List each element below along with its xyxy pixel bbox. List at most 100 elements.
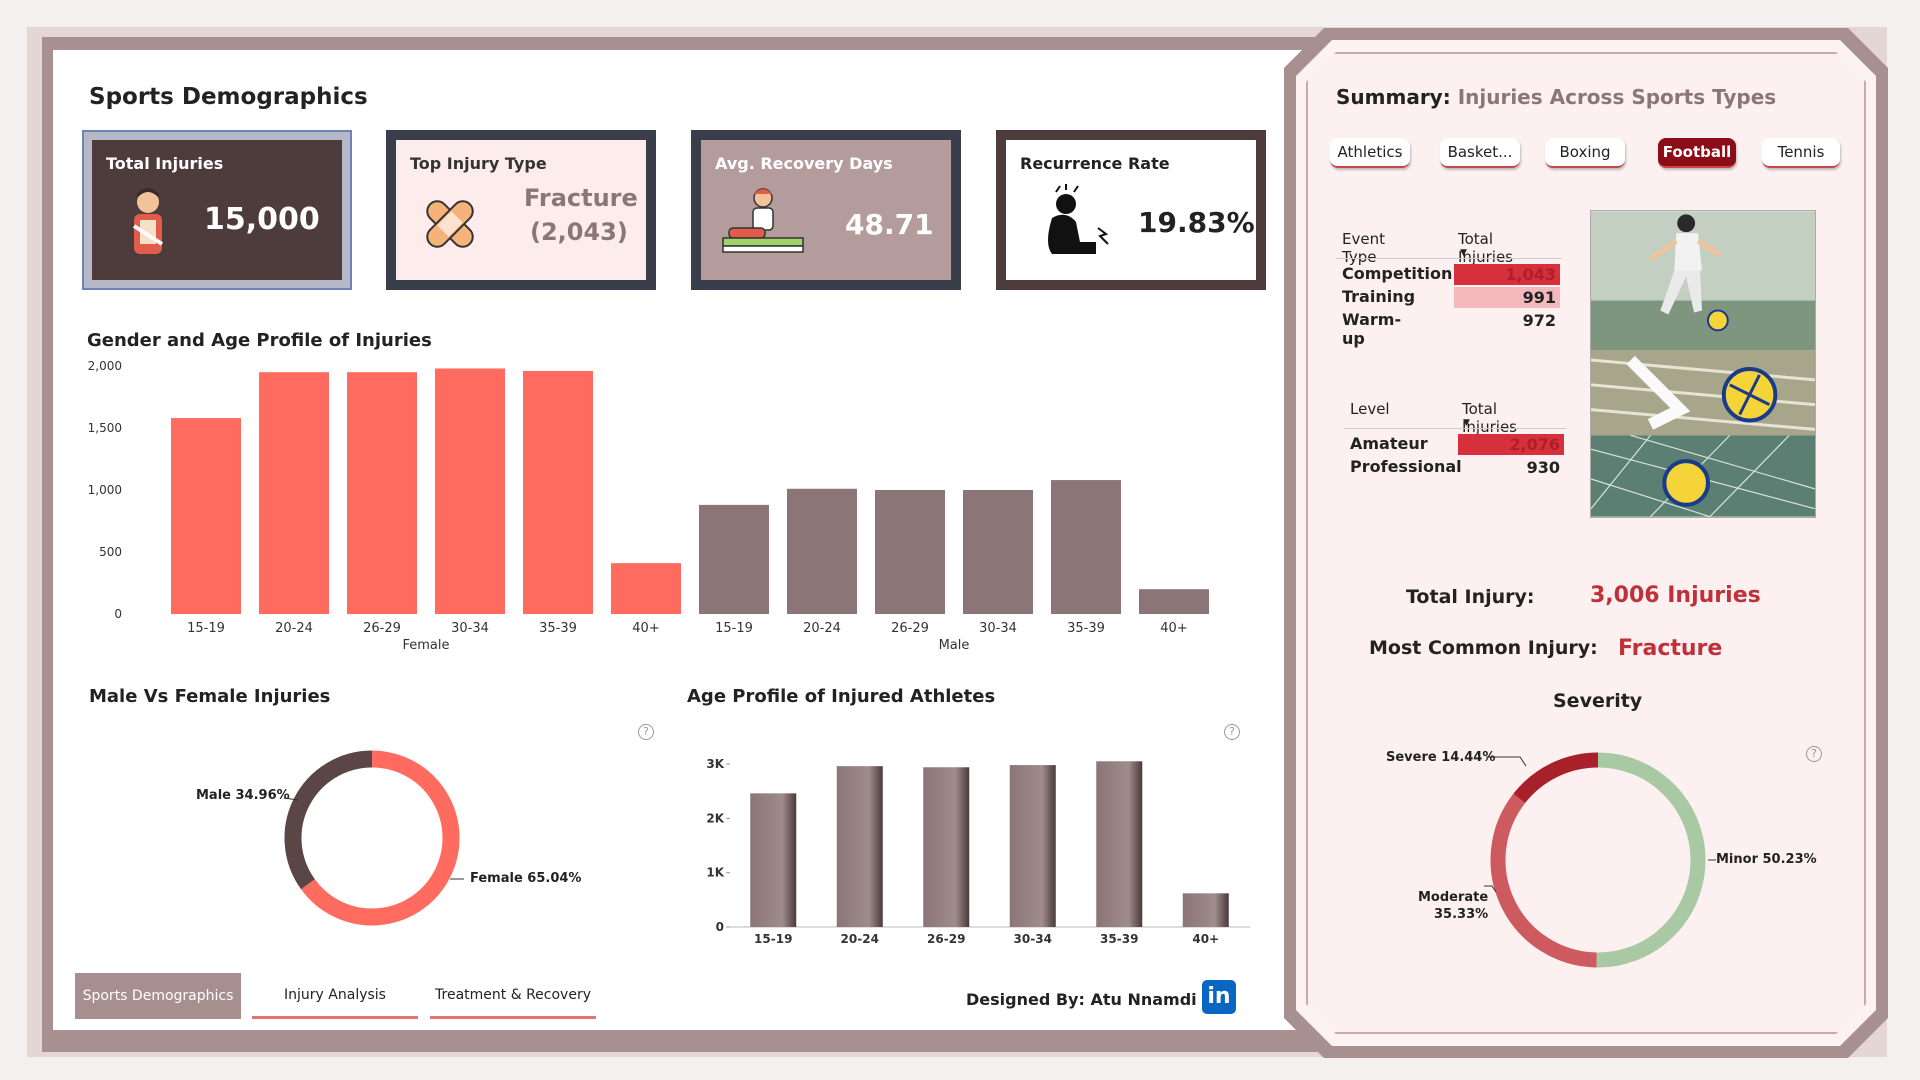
help-icon[interactable]: ? bbox=[1806, 746, 1822, 762]
table-row-label: Amateur bbox=[1350, 434, 1428, 453]
bar-male[interactable] bbox=[875, 490, 945, 614]
kpi-label: Avg. Recovery Days bbox=[715, 154, 893, 173]
male-leader-line bbox=[283, 797, 299, 801]
bar-female[interactable] bbox=[347, 372, 417, 614]
injured-athlete-icon bbox=[132, 188, 164, 254]
bar-male[interactable] bbox=[787, 488, 857, 614]
x-tick-label: 40+ bbox=[1160, 621, 1187, 636]
kpi-recovery[interactable]: Avg. Recovery Days 48.71 bbox=[691, 130, 961, 290]
kpi-recurrence[interactable]: Recurrence Rate 19.83% bbox=[996, 130, 1266, 290]
bar-female[interactable] bbox=[259, 372, 329, 614]
x-tick-label: 40+ bbox=[632, 621, 659, 636]
table-divider bbox=[1344, 428, 1566, 429]
physiotherapy-icon bbox=[722, 188, 804, 253]
x-tick-label: 15-19 bbox=[715, 621, 753, 636]
help-icon[interactable]: ? bbox=[1224, 724, 1240, 740]
y-tick-label: 500 bbox=[99, 545, 122, 559]
kpi-label: Top Injury Type bbox=[410, 154, 547, 173]
bar-male[interactable] bbox=[1051, 480, 1121, 614]
donut-slice-severe[interactable] bbox=[1513, 752, 1599, 804]
y-tick-label: 3K bbox=[706, 757, 724, 771]
x-tick-label: 20-24 bbox=[275, 621, 313, 636]
help-icon[interactable]: ? bbox=[638, 724, 654, 740]
bar-female[interactable] bbox=[523, 370, 593, 614]
kpi-top-injury[interactable]: Top Injury Type Fracture (2,043) bbox=[386, 130, 656, 290]
table-cell: 991 bbox=[1454, 287, 1560, 308]
page-title: Sports Demographics bbox=[89, 84, 368, 110]
bar-male[interactable] bbox=[963, 490, 1033, 614]
designer-credit: Designed By: Atu Nnamdi bbox=[966, 990, 1197, 1009]
minor-slice-label: Minor 50.23% bbox=[1716, 852, 1817, 867]
table-header[interactable]: Total Injuries bbox=[1462, 400, 1517, 436]
gender-age-chart: 2,000 1,500 1,000 500 0 15-19 20-24 26-29 30-34 3… bbox=[88, 359, 1209, 653]
age-bar[interactable] bbox=[1182, 893, 1229, 927]
x-tick-label: 15-19 bbox=[187, 621, 225, 636]
total-injury-value: 3,006 Injuries bbox=[1590, 583, 1761, 608]
table-header[interactable]: Total Injuries bbox=[1458, 230, 1513, 266]
kpi-count: (2,043) bbox=[530, 218, 628, 246]
donut-slice-moderate[interactable] bbox=[1490, 793, 1597, 968]
kpi-total-injuries[interactable]: Total Injuries 15,000 bbox=[82, 130, 352, 290]
tab-sports-demographics[interactable]: Sports Demographics bbox=[75, 973, 241, 1019]
x-tick-label: 30-34 bbox=[451, 621, 489, 636]
group-label: Female bbox=[402, 638, 449, 653]
table-cell: 972 bbox=[1522, 311, 1556, 330]
age-bar[interactable] bbox=[923, 767, 970, 927]
x-tick-label: 35-39 bbox=[1100, 932, 1138, 946]
table-divider bbox=[1336, 258, 1562, 259]
severe-slice-label: Severe 14.44% bbox=[1386, 750, 1496, 765]
age-bar[interactable] bbox=[1009, 765, 1056, 927]
x-tick-label: 15-19 bbox=[754, 932, 792, 946]
age-bar[interactable] bbox=[750, 793, 797, 927]
sport-filter-tennis[interactable]: Tennis bbox=[1762, 138, 1840, 168]
summary-title: Summary: Injuries Across Sports Types bbox=[1336, 85, 1776, 109]
age-chart-title: Age Profile of Injured Athletes bbox=[687, 686, 996, 707]
moderate-leader-line bbox=[1484, 885, 1497, 893]
x-tick-label: 26-29 bbox=[363, 621, 401, 636]
table-header: Event Type bbox=[1342, 230, 1385, 266]
sport-filter-football[interactable]: Football bbox=[1658, 138, 1736, 168]
y-tick-label: 2,000 bbox=[88, 359, 122, 373]
age-bar[interactable] bbox=[836, 766, 883, 927]
donut-slice-female[interactable] bbox=[301, 750, 460, 926]
x-tick-label: 20-24 bbox=[803, 621, 841, 636]
y-tick-label: 1K bbox=[706, 866, 724, 880]
sort-desc-icon[interactable]: ▼ bbox=[1463, 418, 1470, 428]
male-slice-label: Male 34.96% bbox=[196, 788, 290, 803]
bar-female[interactable] bbox=[171, 418, 241, 614]
donut-slice-minor[interactable] bbox=[1596, 752, 1706, 968]
age-profile-chart: 3K 2K 1K 0 15-19 20-24 26-29 30-34 35-39 40+ bbox=[706, 757, 1250, 946]
x-tick-label: 26-29 bbox=[927, 932, 965, 946]
age-bar[interactable] bbox=[1096, 761, 1143, 927]
kpi-value: 19.83% bbox=[1138, 206, 1255, 239]
tab-treatment-recovery[interactable]: Treatment & Recovery bbox=[430, 973, 596, 1019]
kpi-value: Fracture bbox=[524, 184, 638, 212]
pain-person-icon bbox=[1048, 184, 1109, 254]
donut-slice-male[interactable] bbox=[284, 750, 373, 890]
x-tick-label: 35-39 bbox=[1067, 621, 1105, 636]
football-player-image bbox=[1590, 210, 1816, 518]
bar-male[interactable] bbox=[1139, 589, 1209, 614]
gender-donut-title: Male Vs Female Injuries bbox=[89, 686, 331, 707]
sort-desc-icon[interactable]: ▼ bbox=[1460, 248, 1467, 258]
severe-leader-line bbox=[1486, 756, 1527, 767]
bar-male[interactable] bbox=[699, 504, 769, 614]
linkedin-icon[interactable]: in bbox=[1202, 980, 1236, 1014]
kpi-label: Total Injuries bbox=[106, 154, 224, 173]
tab-injury-analysis[interactable]: Injury Analysis bbox=[252, 973, 418, 1019]
sport-filter-basketball[interactable]: Basket... bbox=[1440, 138, 1520, 168]
bar-female[interactable] bbox=[435, 368, 505, 614]
kpi-label: Recurrence Rate bbox=[1020, 154, 1170, 173]
sport-filter-athletics[interactable]: Athletics bbox=[1330, 138, 1410, 168]
sport-filter-boxing[interactable]: Boxing bbox=[1545, 138, 1625, 168]
x-tick-label: 20-24 bbox=[841, 932, 879, 946]
severity-title: Severity bbox=[1553, 690, 1643, 712]
x-tick-label: 40+ bbox=[1192, 932, 1219, 946]
bar-female[interactable] bbox=[611, 563, 681, 614]
common-injury-value: Fracture bbox=[1618, 636, 1723, 661]
table-row-label: Professional bbox=[1350, 457, 1462, 476]
gender-age-chart-title: Gender and Age Profile of Injuries bbox=[87, 330, 432, 351]
x-tick-label: 35-39 bbox=[539, 621, 577, 636]
x-tick-label: 26-29 bbox=[891, 621, 929, 636]
group-label: Male bbox=[939, 638, 970, 653]
